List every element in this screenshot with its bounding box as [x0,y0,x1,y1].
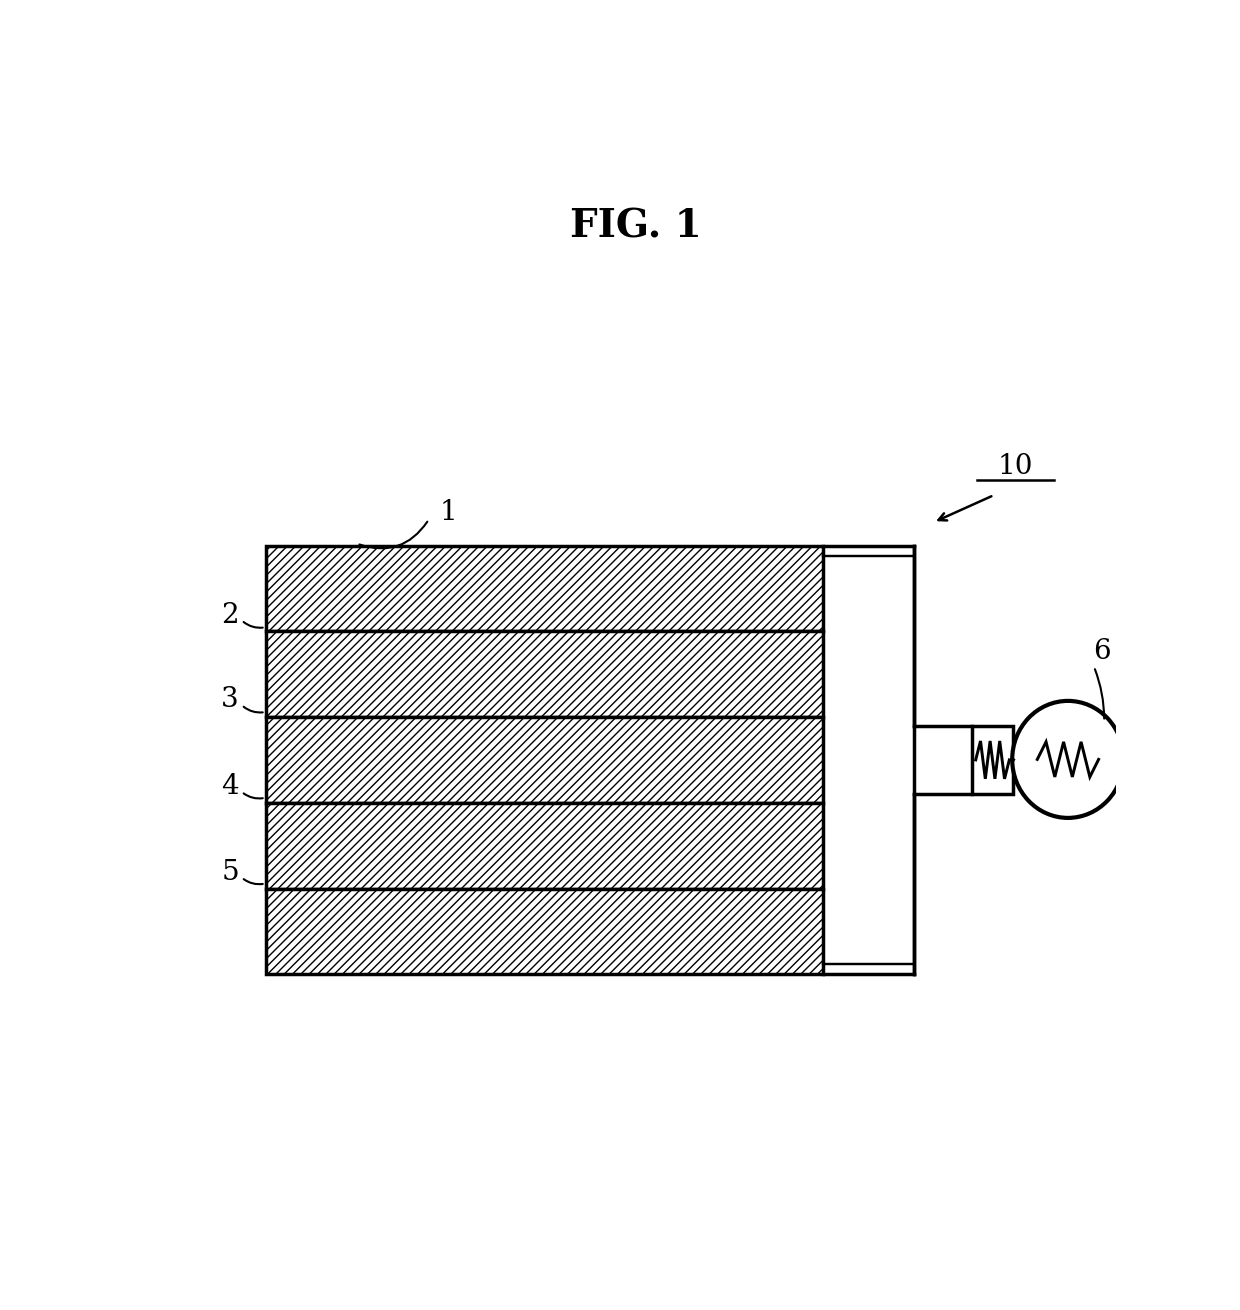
Bar [265,545,823,631]
Text: 5: 5 [221,859,239,886]
Bar [265,803,823,888]
Text: FIG. 1: FIG. 1 [569,208,702,246]
Text: 1: 1 [439,499,458,525]
Bar [265,717,823,803]
Bar [972,726,1013,794]
Bar [265,631,823,717]
Text: 10: 10 [997,453,1033,479]
Circle shape [1012,701,1123,817]
Text: 4: 4 [221,773,239,800]
Text: 3: 3 [221,686,239,714]
Text: 6: 6 [1092,638,1110,665]
Bar [265,888,823,975]
Text: 2: 2 [221,601,239,629]
